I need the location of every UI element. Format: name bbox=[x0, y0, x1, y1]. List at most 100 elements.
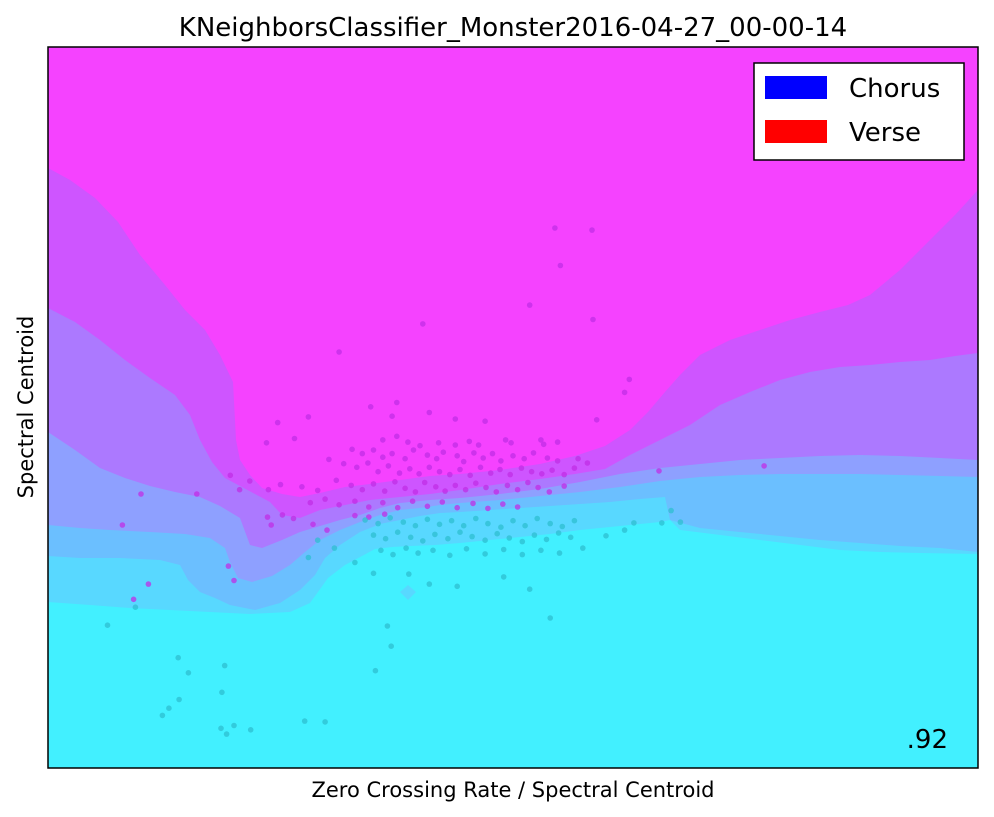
chorus-point-5 bbox=[424, 516, 431, 523]
verse-point-88 bbox=[348, 482, 355, 489]
chorus-point-30 bbox=[519, 538, 526, 545]
verse-point-44 bbox=[460, 458, 467, 465]
verse-point-12 bbox=[389, 413, 395, 420]
chorus-point-67 bbox=[372, 667, 379, 674]
chorus-point-7 bbox=[448, 517, 455, 524]
chorus-point-16 bbox=[559, 523, 566, 530]
verse-point-26 bbox=[466, 438, 473, 445]
chorus-point-59 bbox=[406, 571, 412, 577]
chorus-point-22 bbox=[420, 538, 426, 544]
chorus-point-13 bbox=[522, 522, 528, 529]
chorus-point-14 bbox=[534, 515, 540, 522]
verse-point-48 bbox=[498, 458, 504, 464]
chorus-point-47 bbox=[580, 545, 586, 551]
chorus-point-52 bbox=[677, 519, 684, 525]
verse-point-118 bbox=[409, 498, 416, 505]
verse-point-96 bbox=[433, 484, 439, 490]
verse-point-120 bbox=[439, 499, 446, 505]
chorus-point-38 bbox=[415, 550, 421, 556]
chorus-point-15 bbox=[547, 520, 553, 527]
legend-swatch-verse bbox=[765, 120, 827, 143]
verse-point-59 bbox=[365, 460, 371, 466]
chorus-point-41 bbox=[463, 546, 470, 552]
chorus-point-28 bbox=[494, 530, 501, 537]
chorus-point-53 bbox=[621, 527, 628, 533]
chorus-point-82 bbox=[223, 731, 230, 737]
verse-point-134 bbox=[310, 521, 316, 528]
verse-point-82 bbox=[247, 478, 253, 484]
verse-point-40 bbox=[424, 452, 431, 458]
verse-point-58 bbox=[354, 464, 360, 471]
chorus-point-50 bbox=[659, 520, 665, 526]
verse-point-53 bbox=[554, 458, 561, 464]
verse-point-7 bbox=[626, 376, 633, 383]
verse-point-87 bbox=[333, 477, 340, 484]
x-axis-label: Zero Crossing Rate / Spectral Centroid bbox=[311, 778, 715, 802]
verse-point-124 bbox=[500, 501, 506, 507]
verse-point-18 bbox=[263, 440, 270, 446]
chorus-point-37 bbox=[403, 545, 409, 551]
verse-point-10 bbox=[426, 409, 433, 416]
decision-regions bbox=[48, 47, 978, 768]
chorus-point-49 bbox=[631, 520, 637, 526]
verse-point-86 bbox=[314, 487, 321, 494]
verse-point-67 bbox=[447, 471, 453, 478]
verse-point-111 bbox=[307, 499, 314, 506]
chorus-point-51 bbox=[668, 507, 674, 514]
chorus-point-4 bbox=[412, 522, 419, 529]
chorus-point-61 bbox=[454, 583, 461, 590]
verse-point-116 bbox=[380, 499, 386, 506]
chorus-point-43 bbox=[500, 546, 507, 553]
verse-point-3 bbox=[526, 302, 533, 308]
verse-point-0 bbox=[552, 225, 558, 231]
verse-point-112 bbox=[322, 496, 328, 502]
verse-point-79 bbox=[571, 465, 578, 471]
verse-point-41 bbox=[433, 455, 440, 462]
verse-point-121 bbox=[454, 504, 461, 511]
chorus-point-75 bbox=[166, 705, 172, 711]
verse-point-38 bbox=[402, 455, 408, 462]
verse-point-99 bbox=[462, 486, 469, 493]
verse-point-55 bbox=[584, 460, 591, 466]
verse-point-57 bbox=[340, 460, 347, 467]
chorus-point-48 bbox=[603, 533, 609, 539]
verse-point-108 bbox=[561, 483, 567, 489]
verse-point-51 bbox=[530, 450, 537, 456]
verse-point-52 bbox=[544, 455, 551, 461]
chorus-point-36 bbox=[390, 551, 396, 558]
verse-point-97 bbox=[442, 488, 448, 494]
chorus-points bbox=[104, 507, 684, 737]
chorus-point-70 bbox=[175, 654, 181, 661]
chorus-point-12 bbox=[510, 517, 516, 524]
chorus-point-1 bbox=[375, 520, 381, 527]
verse-point-103 bbox=[504, 482, 511, 489]
chorus-point-34 bbox=[567, 534, 574, 541]
chorus-point-40 bbox=[447, 552, 453, 559]
verse-point-43 bbox=[454, 453, 461, 459]
chorus-point-11 bbox=[498, 524, 504, 530]
verse-point-89 bbox=[359, 486, 366, 493]
verse-point-27 bbox=[475, 442, 482, 448]
verse-point-129 bbox=[352, 512, 358, 519]
chorus-point-39 bbox=[430, 547, 436, 554]
chorus-point-0 bbox=[362, 517, 368, 523]
chorus-point-8 bbox=[460, 522, 467, 529]
verse-point-141 bbox=[656, 468, 662, 474]
chorus-point-81 bbox=[247, 727, 254, 733]
chorus-point-60 bbox=[426, 581, 433, 587]
chorus-region bbox=[48, 520, 978, 768]
verse-point-17 bbox=[274, 419, 281, 426]
chorus-point-76 bbox=[159, 712, 166, 719]
chorus-point-71 bbox=[221, 662, 228, 669]
verse-point-122 bbox=[470, 500, 476, 507]
verse-point-25 bbox=[452, 442, 459, 448]
chorus-point-73 bbox=[219, 689, 225, 696]
chorus-point-58 bbox=[370, 570, 377, 577]
verse-point-110 bbox=[194, 491, 200, 497]
score-label: .92 bbox=[907, 725, 948, 755]
verse-point-98 bbox=[452, 482, 459, 489]
verse-point-139 bbox=[130, 596, 137, 603]
chorus-point-74 bbox=[176, 696, 182, 703]
verse-point-104 bbox=[514, 486, 521, 493]
